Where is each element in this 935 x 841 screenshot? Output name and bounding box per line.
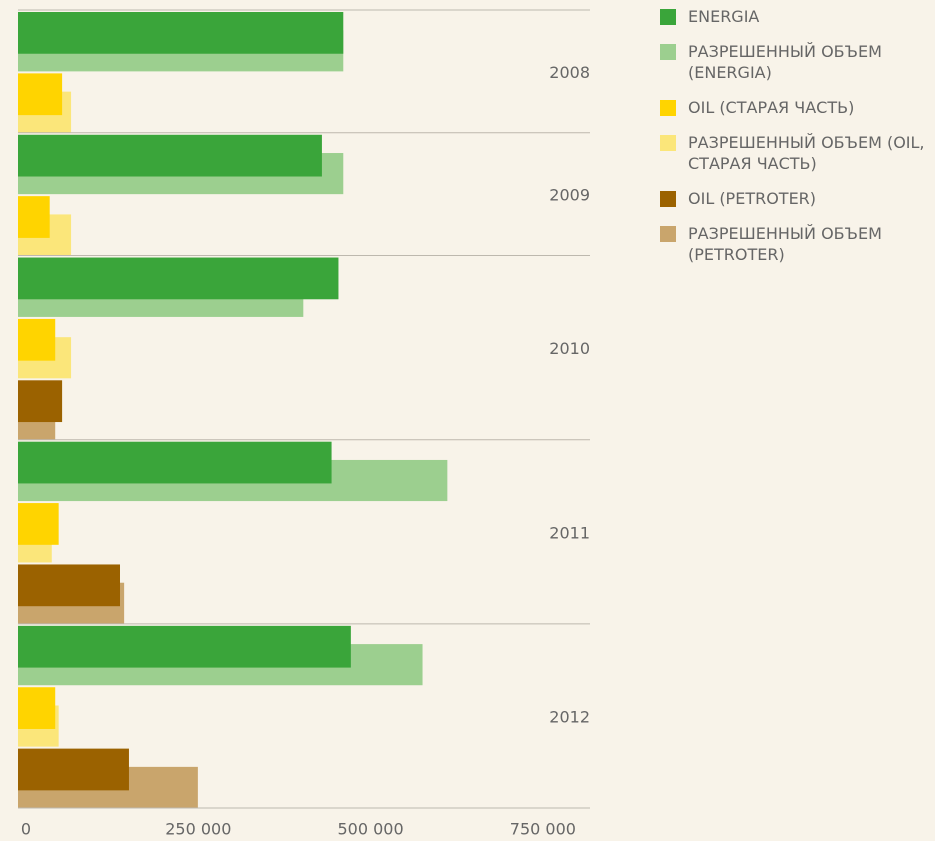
category-label: 2012 [549,707,590,726]
legend-item: ENERGIA [660,6,935,27]
actual-bar [18,503,59,545]
legend-label: РАЗРЕШЕННЫЙ ОБЪЕМ (OIL, СТАРАЯ ЧАСТЬ) [688,133,925,173]
legend-swatch [660,44,676,60]
x-tick-label: 750 000 [510,820,576,839]
category-label: 2009 [549,186,590,205]
category-label: 2010 [549,339,590,358]
legend-label: РАЗРЕШЕННЫЙ ОБЪЕМ (ENERGIA) [688,42,882,82]
category-label: 2011 [549,523,590,542]
legend-item: РАЗРЕШЕННЫЙ ОБЪЕМ (OIL, СТАРАЯ ЧАСТЬ) [660,132,935,174]
legend-swatch [660,226,676,242]
actual-bar [18,687,56,729]
legend-swatch [660,9,676,25]
x-tick-label: 0 [21,820,31,839]
legend-label: РАЗРЕШЕННЫЙ ОБЪЕМ (PETROTER) [688,224,882,264]
actual-bar [18,625,351,668]
legend-item: OIL (PETROTER) [660,188,935,209]
legend-swatch [660,100,676,116]
legend-label: ENERGIA [688,7,760,26]
legend-swatch [660,135,676,151]
legend-item: РАЗРЕШЕННЫЙ ОБЪЕМ (PETROTER) [660,223,935,265]
actual-bar [18,73,63,116]
actual-bar [18,134,322,177]
legend-swatch [660,191,676,207]
x-tick-label: 500 000 [337,820,403,839]
actual-bar [18,196,50,238]
actual-bar [18,564,120,607]
actual-bar [18,748,129,791]
legend: ENERGIA РАЗРЕШЕННЫЙ ОБЪЕМ (ENERGIA) OIL (С… [660,6,930,279]
actual-bar [18,380,63,423]
legend-label: OIL (СТАРАЯ ЧАСТЬ) [688,98,855,117]
actual-bar [18,12,344,54]
actual-bar [18,257,339,300]
actual-bar [18,318,56,361]
category-label: 2008 [549,63,590,82]
x-tick-label: 250 000 [165,820,231,839]
actual-bar [18,441,332,484]
legend-label: OIL (PETROTER) [688,189,817,208]
legend-item: OIL (СТАРАЯ ЧАСТЬ) [660,97,935,118]
legend-item: РАЗРЕШЕННЫЙ ОБЪЕМ (ENERGIA) [660,41,935,83]
